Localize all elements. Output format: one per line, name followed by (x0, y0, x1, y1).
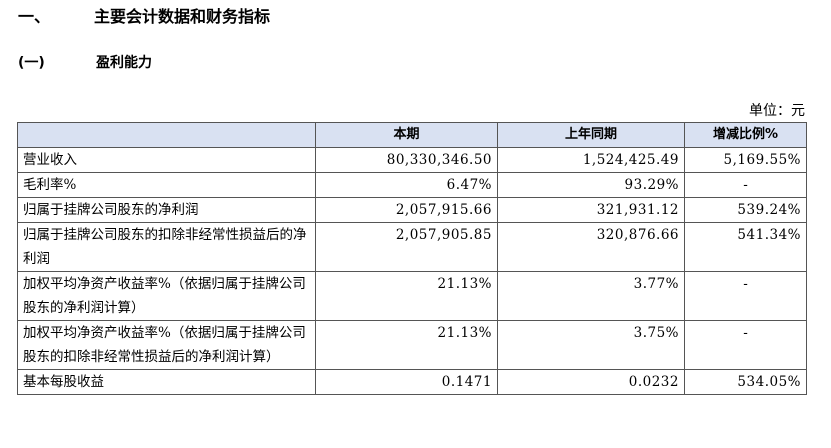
section-title: 主要会计数据和财务指标 (94, 7, 271, 26)
prior-value: 93.29% (497, 172, 685, 198)
change-value: 539.24% (684, 197, 807, 223)
row-label: 毛利率% (17, 172, 316, 198)
current-value: 21.13% (315, 320, 498, 370)
current-value: 2,057,905.85 (315, 222, 498, 272)
subsection-title: 盈利能力 (96, 55, 152, 71)
row-label: 营业收入 (17, 147, 316, 173)
change-value: 5,169.55% (684, 147, 807, 173)
change-value: - (684, 320, 807, 370)
change-value: 541.34% (684, 222, 807, 272)
table-row: 归属于挂牌公司股东的净利润 2,057,915.66 321,931.12 53… (17, 197, 807, 223)
header-current-period: 本期 (315, 122, 498, 148)
row-label: 基本每股收益 (17, 369, 316, 395)
current-value: 0.1471 (315, 369, 498, 395)
table-row: 加权平均净资产收益率%（依据归属于挂牌公司股东的净利润计算） 21.13% 3.… (17, 271, 807, 321)
current-value: 80,330,346.50 (315, 147, 498, 173)
unit-label: 单位：元 (749, 103, 805, 119)
change-value: - (684, 271, 807, 321)
prior-value: 0.0232 (497, 369, 685, 395)
table-row: 毛利率% 6.47% 93.29% - (17, 172, 807, 198)
subsection-number: (一) (18, 55, 45, 71)
current-value: 21.13% (315, 271, 498, 321)
section-number: 一、 (18, 7, 51, 26)
row-label: 加权平均净资产收益率%（依据归属于挂牌公司股东的扣除非经常性损益后的净利润计算） (17, 320, 316, 370)
prior-value: 3.75% (497, 320, 685, 370)
header-prior-period: 上年同期 (497, 122, 685, 148)
prior-value: 1,524,425.49 (497, 147, 685, 173)
table-header-row: 本期 上年同期 增减比例% (17, 122, 807, 148)
header-item (17, 122, 316, 148)
table-row: 加权平均净资产收益率%（依据归属于挂牌公司股东的扣除非经常性损益后的净利润计算）… (17, 320, 807, 370)
header-change-percent: 增减比例% (684, 122, 807, 148)
current-value: 2,057,915.66 (315, 197, 498, 223)
section-heading: 一、 主要会计数据和财务指标 (18, 3, 270, 27)
prior-value: 321,931.12 (497, 197, 685, 223)
row-label: 归属于挂牌公司股东的扣除非经常性损益后的净利润 (17, 222, 316, 272)
table-row: 基本每股收益 0.1471 0.0232 534.05% (17, 369, 807, 395)
change-value: - (684, 172, 807, 198)
change-value: 534.05% (684, 369, 807, 395)
prior-value: 320,876.66 (497, 222, 685, 272)
row-label: 加权平均净资产收益率%（依据归属于挂牌公司股东的净利润计算） (17, 271, 316, 321)
table-row: 营业收入 80,330,346.50 1,524,425.49 5,169.55… (17, 147, 807, 173)
row-label: 归属于挂牌公司股东的净利润 (17, 197, 316, 223)
subsection-heading: (一) 盈利能力 (18, 52, 152, 72)
table-row: 归属于挂牌公司股东的扣除非经常性损益后的净利润 2,057,905.85 320… (17, 222, 807, 272)
prior-value: 3.77% (497, 271, 685, 321)
financial-table: 本期 上年同期 增减比例% 营业收入 80,330,346.50 1,524,4… (17, 122, 807, 395)
current-value: 6.47% (315, 172, 498, 198)
